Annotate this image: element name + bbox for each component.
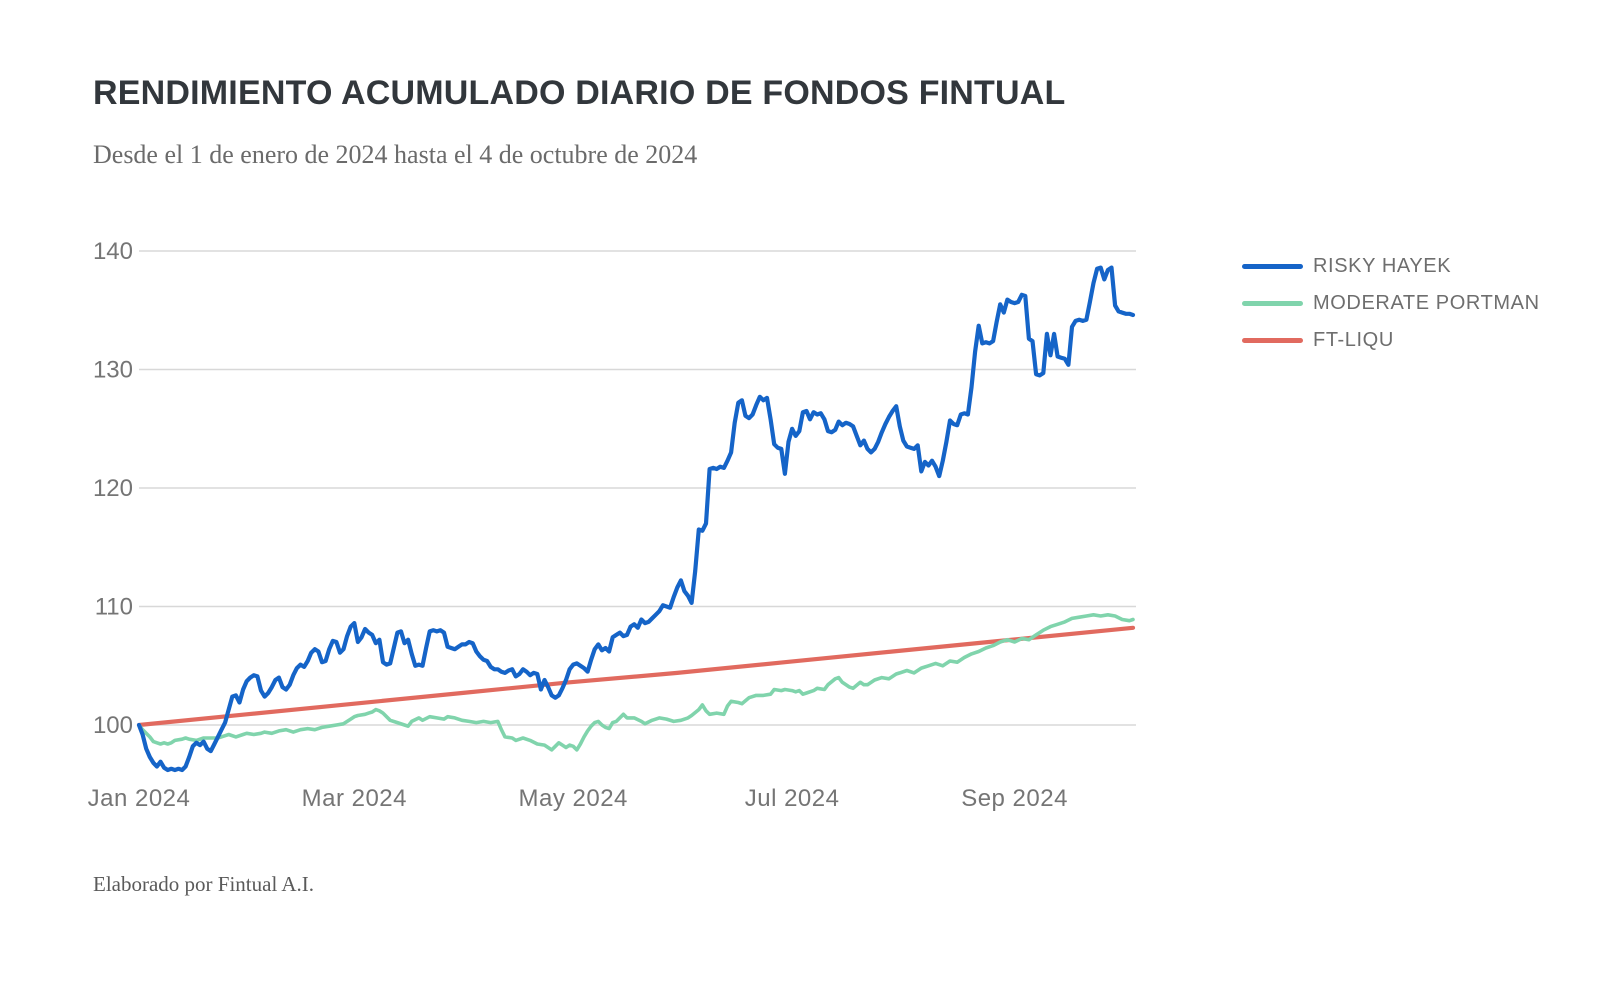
x-tick-label: Mar 2024 — [302, 785, 407, 812]
legend-item-risky-hayek[interactable]: RISKY HAYEK — [1242, 254, 1540, 278]
legend-label: MODERATE PORTMAN — [1313, 291, 1540, 314]
credit-note: Elaborado por Fintual A.I. — [93, 872, 315, 896]
gridlines: 100 110 120 130 140 — [93, 238, 1136, 739]
y-tick-label: 120 — [93, 475, 133, 502]
legend-swatch-icon — [1242, 300, 1303, 306]
legend-swatch-icon — [1242, 263, 1303, 269]
series-line-moderate-portman — [137, 612, 1135, 752]
y-tick-label: 130 — [93, 357, 133, 384]
x-tick-label: Sep 2024 — [961, 785, 1068, 812]
legend-label: FT-LIQU — [1313, 328, 1394, 351]
series-line-risky-hayek — [136, 265, 1136, 773]
chart-legend: RISKY HAYEK MODERATE PORTMAN FT-LIQU — [1242, 254, 1540, 365]
legend-item-ft-liqu[interactable]: FT-LIQU — [1242, 328, 1540, 352]
legend-label: RISKY HAYEK — [1313, 254, 1452, 277]
legend-swatch-icon — [1242, 337, 1303, 343]
y-tick-label: 110 — [95, 594, 133, 621]
page-subtitle: Desde el 1 de enero de 2024 hasta el 4 d… — [93, 140, 698, 169]
y-tick-label: 100 — [93, 712, 133, 739]
legend-item-moderate-portman[interactable]: MODERATE PORTMAN — [1242, 291, 1540, 315]
x-tick-label: Jul 2024 — [745, 785, 840, 812]
y-tick-label: 140 — [93, 238, 133, 265]
series-line-ft-liqu — [136, 625, 1136, 728]
x-tick-label: May 2024 — [518, 785, 627, 812]
x-tick-label: Jan 2024 — [88, 785, 191, 812]
page-title: RENDIMIENTO ACUMULADO DIARIO DE FONDOS F… — [93, 74, 1066, 112]
